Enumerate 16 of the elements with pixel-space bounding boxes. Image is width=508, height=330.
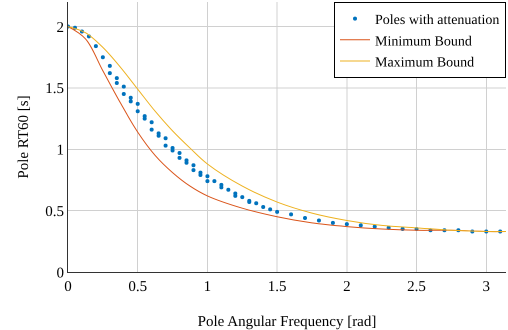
x-tick-label: 2.5 xyxy=(407,279,426,295)
y-tick-label: 0.5 xyxy=(45,204,64,220)
x-tick-label: 2 xyxy=(343,279,351,295)
y-tick-label: 0 xyxy=(56,265,64,282)
y-tick-label: 2 xyxy=(56,20,64,36)
x-axis-title: Pole Angular Frequency [rad] xyxy=(198,314,376,330)
legend-label: Poles with attenuation xyxy=(375,13,500,28)
legend-label: Maximum Bound xyxy=(375,55,474,70)
x-tick-label: 3 xyxy=(482,279,490,295)
y-axis-title: Pole RT60 [s] xyxy=(16,95,32,179)
x-tick-label: 0.5 xyxy=(128,279,148,295)
x-tick-label: 1.5 xyxy=(268,279,287,295)
y-tick-label: 1.5 xyxy=(45,81,64,98)
legend-label: Minimum Bound xyxy=(375,34,472,50)
x-tick-label: 1 xyxy=(204,279,212,295)
y-tick-label: 1 xyxy=(56,142,64,159)
